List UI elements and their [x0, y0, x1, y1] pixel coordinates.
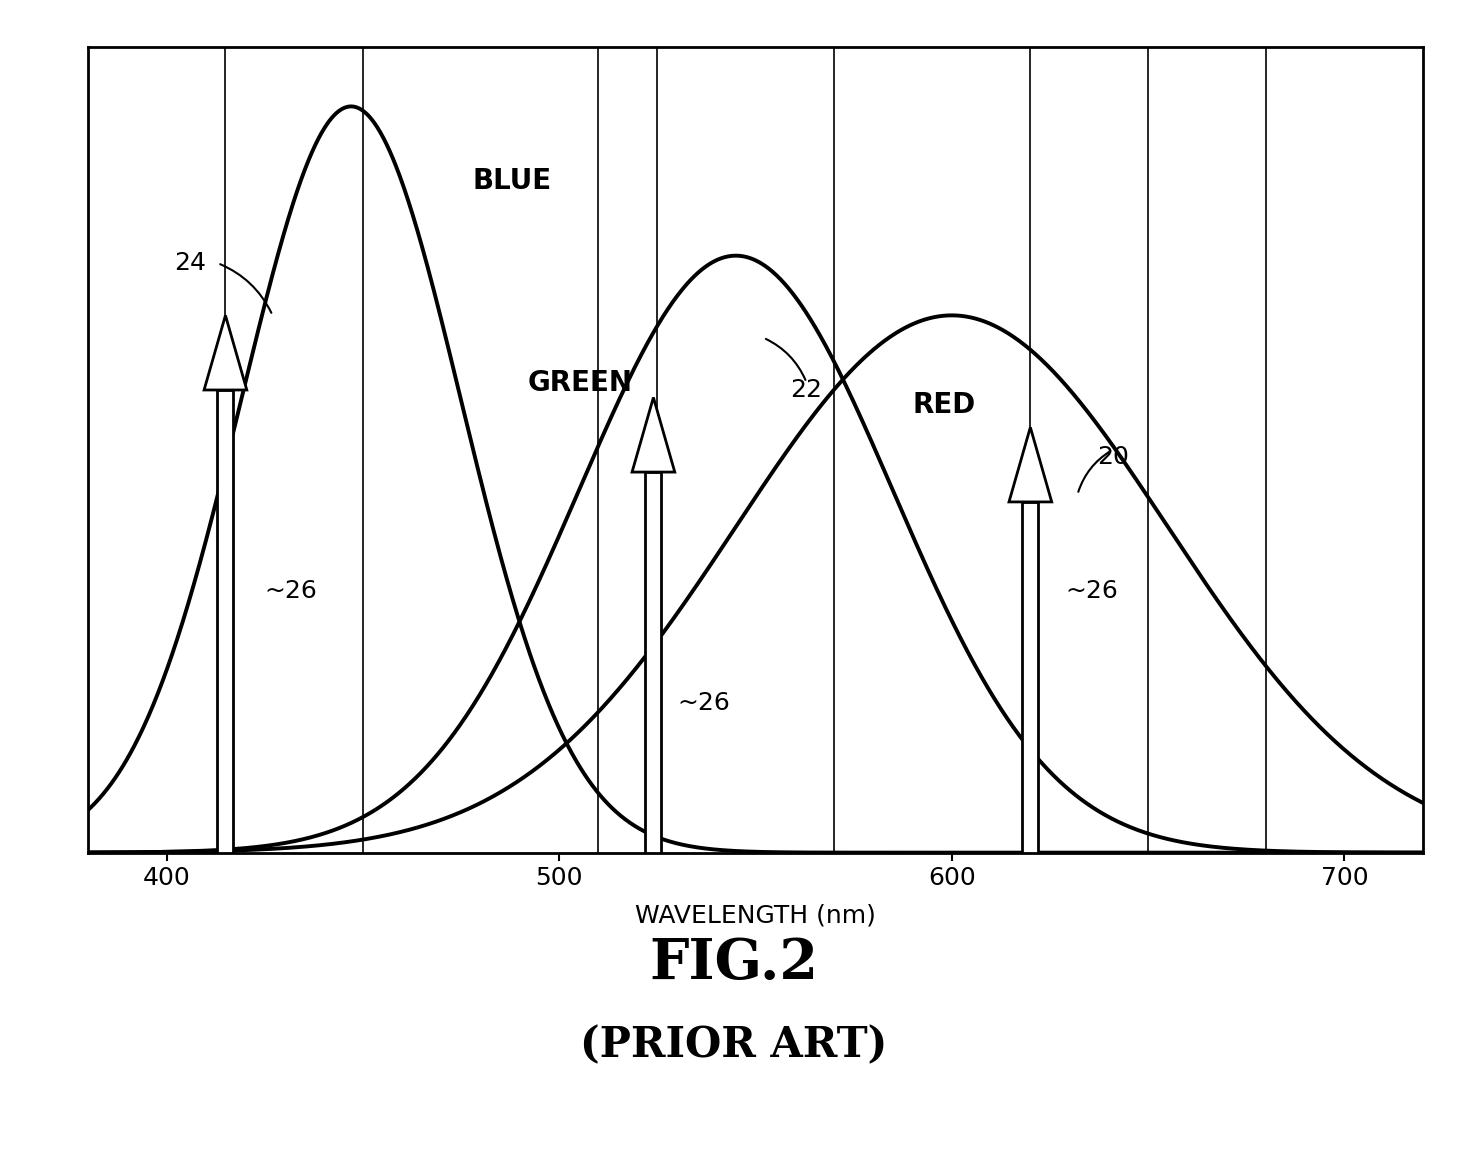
- X-axis label: WAVELENGTH (nm): WAVELENGTH (nm): [635, 904, 876, 927]
- Polygon shape: [204, 315, 246, 390]
- Text: 22: 22: [791, 378, 823, 402]
- Text: 20: 20: [1097, 445, 1128, 470]
- Polygon shape: [632, 397, 675, 472]
- Text: FIG.2: FIG.2: [648, 936, 819, 992]
- Bar: [217, 390, 233, 853]
- Text: GREEN: GREEN: [528, 369, 632, 396]
- Text: ~26: ~26: [676, 691, 731, 715]
- Bar: [645, 472, 662, 853]
- Text: ~26: ~26: [1065, 579, 1118, 604]
- Polygon shape: [1009, 427, 1052, 502]
- Text: BLUE: BLUE: [472, 167, 552, 195]
- Text: (PRIOR ART): (PRIOR ART): [579, 1024, 888, 1066]
- Text: 24: 24: [175, 251, 205, 276]
- Text: ~26: ~26: [264, 579, 317, 604]
- Bar: [1022, 502, 1039, 853]
- Text: RED: RED: [912, 391, 976, 419]
